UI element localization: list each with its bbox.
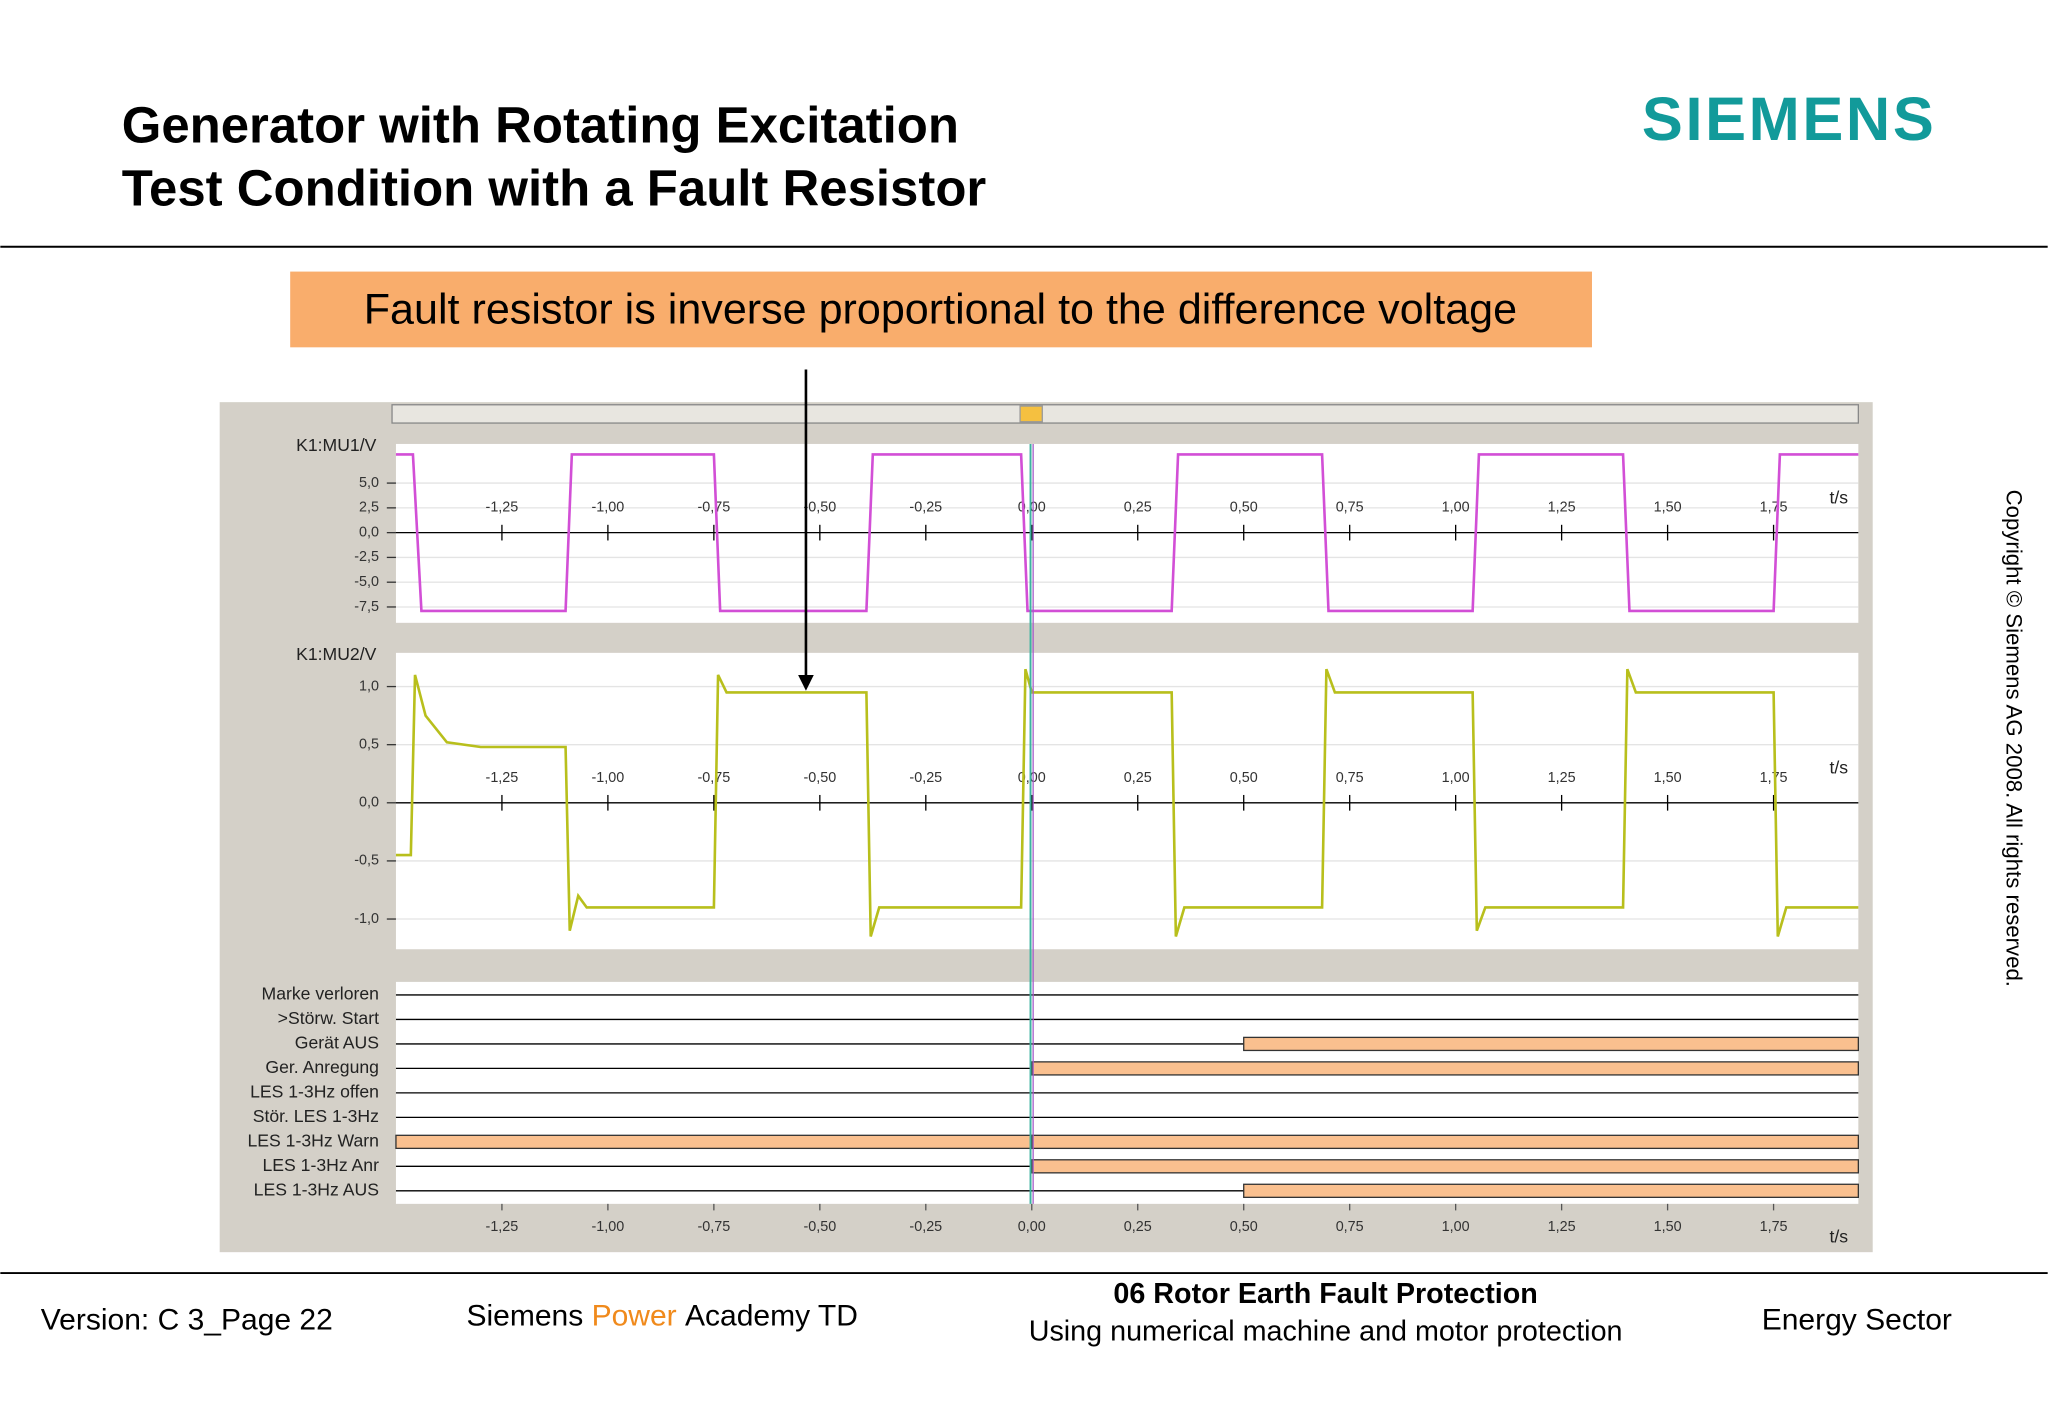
y-tick-label: -2,5 bbox=[354, 549, 379, 565]
x-tick-label: -0,50 bbox=[803, 500, 836, 516]
plots: K1:MU1/V 5,0 2,5 0,0 -2,5 -5,0 -7,5 -1,25 -1,00 -… bbox=[248, 435, 1860, 1246]
x-tick-label: 0,00 bbox=[1018, 1219, 1046, 1235]
channel-label: Marke verloren bbox=[262, 984, 379, 1004]
x-tick-label: -0,75 bbox=[697, 500, 730, 516]
x-tick-label: -1,00 bbox=[592, 500, 625, 516]
channel-label: LES 1-3Hz AUS bbox=[254, 1179, 379, 1199]
x-tick-label: -0,25 bbox=[909, 770, 942, 786]
academy-part: Power bbox=[592, 1299, 677, 1332]
y-tick-label: 5,0 bbox=[359, 475, 379, 491]
x-tick-label: -0,50 bbox=[803, 1219, 836, 1235]
scroll-thumb bbox=[1019, 405, 1043, 423]
channel-bar bbox=[1031, 1134, 1860, 1150]
chart-title: K1:MU1/V bbox=[296, 435, 377, 455]
scrollbar bbox=[391, 404, 1860, 424]
x-tick-label: -1,00 bbox=[592, 1219, 625, 1235]
x-tick-label: 1,00 bbox=[1442, 1219, 1470, 1235]
x-tick-label: 0,75 bbox=[1336, 1219, 1364, 1235]
plot-area bbox=[395, 652, 1859, 950]
y-tick-label: -1,0 bbox=[354, 911, 379, 927]
x-tick-label: 0,75 bbox=[1336, 500, 1364, 516]
x-tick-label: 0,25 bbox=[1124, 770, 1152, 786]
x-tick-label: 1,75 bbox=[1760, 770, 1788, 786]
footer-version: Version: C 3_Page 22 bbox=[41, 1303, 333, 1336]
arrow-head bbox=[798, 675, 814, 691]
channel-label: Gerät AUS bbox=[295, 1033, 379, 1053]
x-tick-label: 0,50 bbox=[1230, 500, 1258, 516]
x-tick-label: -0,75 bbox=[697, 770, 730, 786]
x-tick-label: -1,25 bbox=[486, 770, 519, 786]
channel-label: LES 1-3Hz offen bbox=[250, 1082, 379, 1102]
channel-label: LES 1-3Hz Warn bbox=[248, 1130, 379, 1150]
footer-module-subtitle: Using numerical machine and motor protec… bbox=[1029, 1316, 1623, 1348]
signal-line bbox=[395, 668, 1859, 937]
x-tick-label: 1,50 bbox=[1654, 500, 1682, 516]
x-tick-label: 0,25 bbox=[1124, 500, 1152, 516]
y-tick-label: 0,0 bbox=[359, 524, 379, 540]
x-tick-label: 1,75 bbox=[1760, 1219, 1788, 1235]
channel-bar bbox=[1031, 1159, 1860, 1174]
x-tick-label: -0,50 bbox=[803, 770, 836, 786]
signal-line bbox=[395, 453, 1859, 613]
callout-text: Fault resistor is inverse proportional t… bbox=[364, 285, 1517, 333]
y-tick-label: 1,0 bbox=[359, 678, 379, 694]
x-axis-label: t/s bbox=[1829, 758, 1848, 778]
x-tick-label: 0,00 bbox=[1018, 770, 1046, 786]
academy-part: Siemens bbox=[466, 1299, 583, 1332]
x-tick-label: -1,25 bbox=[486, 500, 519, 516]
title-line: Test Condition with a Fault Resistor bbox=[122, 159, 987, 216]
x-axis-label: t/s bbox=[1829, 1226, 1848, 1246]
x-tick-label: -1,00 bbox=[592, 770, 625, 786]
y-tick-label: -7,5 bbox=[354, 599, 379, 615]
x-tick-label: -1,25 bbox=[486, 1219, 519, 1235]
x-tick-label: 1,50 bbox=[1654, 770, 1682, 786]
x-tick-label: -0,25 bbox=[909, 500, 942, 516]
footer-module-title: 06 Rotor Earth Fault Protection bbox=[1113, 1278, 1537, 1310]
channel-label: Ger. Anregung bbox=[265, 1057, 379, 1077]
title-line: Generator with Rotating Excitation bbox=[122, 97, 959, 154]
channel-label: Stör. LES 1-3Hz bbox=[253, 1106, 379, 1126]
x-tick-label: -0,25 bbox=[909, 1219, 942, 1235]
y-tick-label: -0,5 bbox=[354, 853, 379, 869]
x-tick-label: 1,25 bbox=[1548, 1219, 1576, 1235]
channel-bar bbox=[395, 1134, 1033, 1150]
y-tick-label: 0,0 bbox=[359, 795, 379, 811]
x-tick-label: 0,25 bbox=[1124, 1219, 1152, 1235]
callout-box bbox=[290, 271, 1592, 348]
x-tick-label: 1,00 bbox=[1442, 500, 1470, 516]
channel-bar bbox=[1243, 1183, 1860, 1198]
academy-part: Academy TD bbox=[685, 1299, 858, 1332]
x-tick-label: -0,75 bbox=[697, 1219, 730, 1235]
chart-title: K1:MU2/V bbox=[296, 644, 377, 664]
channel-bar bbox=[1031, 1061, 1860, 1076]
x-tick-label: 0,00 bbox=[1018, 500, 1046, 516]
footer-sector: Energy Sector bbox=[1762, 1303, 1952, 1336]
channel-label: LES 1-3Hz Anr bbox=[262, 1155, 379, 1175]
x-tick-label: 1,75 bbox=[1760, 500, 1788, 516]
channel-label: >Störw. Start bbox=[278, 1008, 379, 1028]
copyright: Copyright © Siemens AG 2008. All rights … bbox=[2002, 490, 2027, 987]
x-tick-label: 1,25 bbox=[1548, 500, 1576, 516]
x-tick-label: 0,50 bbox=[1230, 1219, 1258, 1235]
x-axis-label: t/s bbox=[1829, 487, 1848, 507]
x-tick-label: 0,50 bbox=[1230, 770, 1258, 786]
y-tick-label: -5,0 bbox=[354, 574, 379, 590]
x-tick-label: 1,00 bbox=[1442, 770, 1470, 786]
x-tick-label: 0,75 bbox=[1336, 770, 1364, 786]
footer-academy: Siemens Power Academy TD bbox=[466, 1299, 858, 1332]
logo: SIEMENS bbox=[1642, 85, 1936, 154]
y-tick-label: 2,5 bbox=[359, 500, 379, 516]
x-tick-label: 1,25 bbox=[1548, 770, 1576, 786]
x-tick-label: 1,50 bbox=[1654, 1219, 1682, 1235]
plot-area bbox=[395, 443, 1859, 623]
y-tick-label: 0,5 bbox=[359, 736, 379, 752]
channel-bar bbox=[1243, 1036, 1860, 1052]
